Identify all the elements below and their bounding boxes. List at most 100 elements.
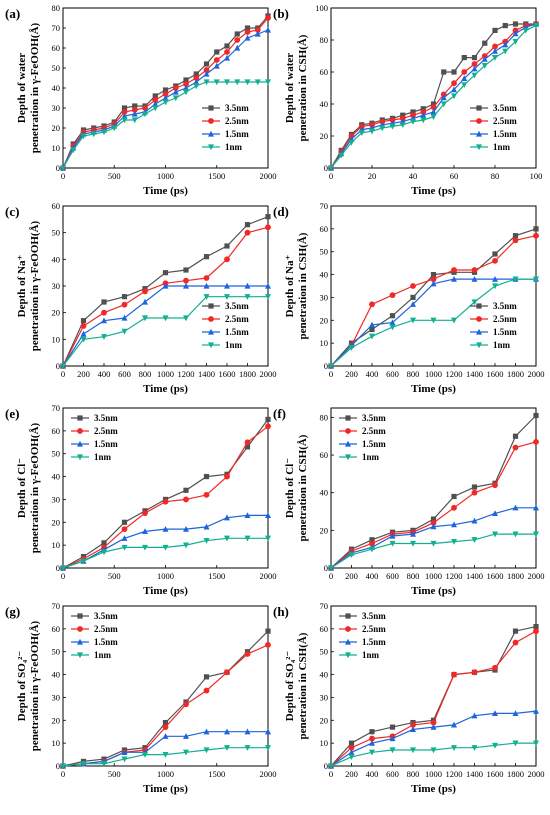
- data-point: [265, 214, 271, 220]
- data-point: [244, 282, 251, 289]
- legend-marker: [77, 428, 83, 434]
- data-point: [203, 728, 210, 735]
- data-point: [183, 81, 189, 87]
- legend-label: 2.5nm: [493, 314, 517, 324]
- data-point: [244, 294, 251, 300]
- y-tick-label: 10: [320, 338, 329, 348]
- y-tick-label: 40: [320, 270, 329, 280]
- x-tick-label: 1000: [157, 769, 174, 779]
- x-axis-title: Time (ps): [411, 585, 456, 597]
- data-point: [183, 267, 189, 273]
- data-point: [389, 540, 396, 547]
- data-point: [451, 93, 457, 100]
- x-tick-label: 500: [108, 571, 121, 581]
- y-tick-label: 20: [320, 715, 329, 725]
- legend-label: 2.5nm: [362, 426, 386, 436]
- data-point: [492, 55, 498, 61]
- data-point: [265, 423, 271, 430]
- data-point: [471, 275, 478, 282]
- y-tick-label: 40: [320, 99, 329, 109]
- data-point: [80, 133, 87, 140]
- y-tick-label: 60: [320, 224, 329, 234]
- data-point: [121, 526, 128, 533]
- legend: 3.5nm 2.5nm 1.5nm 1nm: [202, 103, 249, 152]
- data-point: [183, 701, 189, 708]
- data-point: [512, 276, 519, 283]
- legend-marker: [476, 105, 482, 111]
- legend-label: 3.5nm: [225, 103, 249, 113]
- x-tick-label: 1200: [446, 769, 463, 779]
- y-tick-label: 80: [52, 3, 61, 13]
- data-point: [492, 257, 498, 264]
- legend-marker: [345, 638, 351, 645]
- legend-marker: [77, 613, 83, 619]
- data-point: [369, 128, 375, 135]
- y-tick-label: 70: [320, 201, 329, 211]
- x-tick-label: 400: [366, 571, 379, 581]
- data-point: [533, 226, 539, 232]
- data-point: [203, 275, 210, 281]
- data-point: [183, 315, 189, 322]
- chart-panel-d: 0 200 400 600 800 1000 1200 1400 1600 1800 2000010…: [273, 201, 545, 395]
- series-1.5nm: [328, 504, 539, 571]
- data-point: [512, 504, 519, 511]
- data-point: [348, 744, 355, 751]
- chart-panel-b: 0 20 40 60 80 100 0 20 40 60 80 100 (b) Time (ps) Dept…: [273, 3, 542, 197]
- y-tick-label: 60: [52, 43, 61, 53]
- data-point: [389, 292, 396, 299]
- data-point: [533, 707, 539, 714]
- y-tick-label: 50: [52, 228, 61, 238]
- data-point: [492, 531, 498, 538]
- data-point: [410, 721, 416, 728]
- data-point: [533, 232, 539, 239]
- data-point: [142, 544, 148, 551]
- data-point: [60, 565, 66, 572]
- legend-marker: [345, 415, 351, 421]
- data-point: [471, 55, 478, 61]
- data-point: [492, 664, 498, 671]
- data-point: [142, 315, 148, 322]
- data-point: [441, 69, 447, 75]
- chart-panel-e: 0 500 1000 1500 2000 0 10 20 30 40 50 60 70 (e) Time (…: [5, 403, 277, 597]
- legend-marker: [476, 342, 482, 349]
- x-tick-label: 400: [366, 369, 379, 379]
- data-point: [183, 282, 189, 289]
- series-1.5nm: [60, 728, 271, 769]
- y-tick-label: 60: [320, 67, 329, 77]
- data-point: [471, 669, 478, 676]
- data-point: [172, 85, 179, 91]
- legend-label: 2.5nm: [94, 624, 118, 634]
- data-point: [265, 745, 271, 751]
- x-tick-label: 2000: [528, 769, 545, 779]
- data-point: [348, 754, 355, 761]
- legend-marker: [345, 428, 351, 434]
- data-point: [60, 763, 66, 770]
- legend-marker: [208, 303, 214, 309]
- data-point: [348, 345, 355, 351]
- chart-panel-f: 0 200 400 600 800 1000 1200 1400 1600 1800 2000020…: [273, 406, 545, 597]
- data-point: [328, 165, 334, 172]
- y-tick-label: 10: [320, 738, 329, 748]
- data-point: [451, 671, 457, 678]
- y-tick-label: 20: [320, 131, 329, 141]
- data-point: [471, 267, 478, 273]
- y-axis-title-line1: Depth of SO₄²⁻: [16, 651, 28, 722]
- y-axis-title-line1: Depth of water: [284, 53, 296, 123]
- data-point: [451, 317, 457, 324]
- data-point: [234, 79, 241, 86]
- data-point: [471, 712, 478, 719]
- data-point: [265, 535, 271, 542]
- data-point: [142, 510, 148, 517]
- data-point: [420, 117, 427, 124]
- legend-label: 3.5nm: [94, 611, 118, 621]
- y-tick-label: 70: [52, 23, 61, 33]
- data-point: [481, 56, 488, 62]
- data-point: [80, 323, 87, 329]
- data-point: [121, 294, 128, 300]
- x-tick-label: 2000: [260, 571, 277, 581]
- x-tick-label: 0: [329, 369, 333, 379]
- data-point: [410, 530, 416, 537]
- data-point: [512, 444, 519, 451]
- y-tick-label: 0: [56, 361, 60, 371]
- x-tick-label: 1200: [178, 369, 195, 379]
